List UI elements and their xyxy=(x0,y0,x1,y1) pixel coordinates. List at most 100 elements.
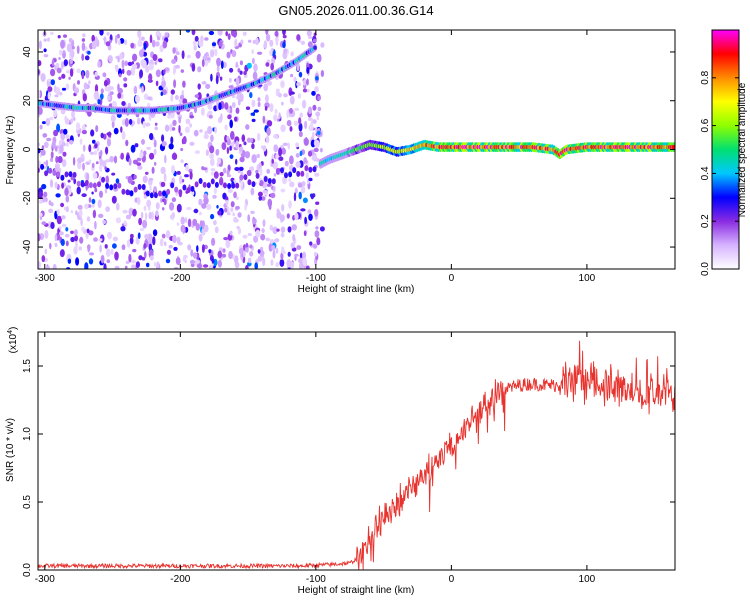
spectrogram-noise-mark xyxy=(191,30,196,36)
spectrogram-noise-mark xyxy=(288,178,291,183)
spectrogram-noise-mark xyxy=(284,160,289,167)
spectrogram-noise-mark xyxy=(251,154,257,164)
spectrogram-noise-mark xyxy=(144,233,150,240)
spectrogram-noise-mark xyxy=(210,134,214,143)
spectrogram-noise-mark xyxy=(319,226,325,232)
spectrogram-noise-mark xyxy=(182,136,187,145)
spectrogram-noise-mark xyxy=(54,242,58,248)
spectrogram-noise-mark xyxy=(184,217,188,223)
spectrogram-noise-mark xyxy=(280,226,286,233)
spectrogram-noise-mark xyxy=(221,253,227,258)
spectrogram-noise-mark xyxy=(294,187,298,194)
spectrogram-noise-mark xyxy=(104,244,108,249)
spectrogram-noise-mark xyxy=(96,146,100,152)
spectrogram-noise-mark xyxy=(131,264,136,269)
spectrogram-noise-mark xyxy=(172,67,176,75)
spectrogram-noise-mark xyxy=(162,40,168,49)
spectrogram-noise-mark xyxy=(121,68,125,75)
spectrogram-noise-mark xyxy=(68,140,74,145)
spectrogram-noise-mark xyxy=(130,233,134,239)
spectrogram-noise-mark xyxy=(306,30,312,37)
spectrogram-noise-mark xyxy=(154,41,160,47)
spectrogram-noise-mark xyxy=(190,249,194,257)
spectrogram-noise-mark xyxy=(215,75,219,85)
spectrogram-noise-mark xyxy=(257,101,261,108)
spectrogram-noise-mark xyxy=(212,194,217,199)
spectrogram-noise-mark xyxy=(293,120,299,127)
spectrogram-secondary-mark xyxy=(60,174,65,181)
spectrogram-noise-mark xyxy=(306,66,310,74)
spectrogram-noise-mark xyxy=(85,69,90,79)
spectrogram-noise-mark xyxy=(44,230,49,239)
spectrogram-noise-mark xyxy=(79,236,84,244)
spectrogram-noise-mark xyxy=(224,207,228,213)
spectrogram-noise-mark xyxy=(52,263,57,269)
spectrogram-noise-mark xyxy=(148,243,153,251)
spectrogram-secondary-mark xyxy=(137,183,142,190)
spectrogram-noise-mark xyxy=(286,259,292,268)
spectrogram-noise-mark xyxy=(185,164,189,172)
spectrogram-noise-mark xyxy=(127,102,131,108)
spectrogram-noise-mark xyxy=(161,79,167,88)
spectrogram-signal-mark xyxy=(671,144,675,150)
spectrogram-noise-mark xyxy=(273,173,277,177)
spectrogram-noise-mark xyxy=(312,119,317,124)
spectrogram-noise-mark xyxy=(78,209,83,217)
snr-panel: -300 -200 -100 0 100 0.0 0.5 1.0 1.5 Height of … xyxy=(5,327,676,596)
spectrogram-noise-mark xyxy=(49,242,52,250)
spectrogram-noise-mark xyxy=(112,243,117,249)
spectrogram-noise-mark xyxy=(281,246,285,254)
spectrogram-noise-mark xyxy=(308,177,313,182)
spectrogram-noise-mark xyxy=(123,220,127,226)
spectrogram-noise-mark xyxy=(197,83,201,90)
spectrogram-noise-mark xyxy=(116,202,120,211)
spectrogram-noise-mark xyxy=(218,41,223,47)
spectrogram-noise-mark xyxy=(130,259,136,264)
spectrogram-noise-mark xyxy=(303,230,307,237)
spectrogram-noise-mark xyxy=(127,175,133,184)
x-tick-label: -200 xyxy=(170,574,190,585)
spectrogram-noise-mark xyxy=(264,106,268,111)
colorbar-frame xyxy=(711,29,740,270)
spectrogram-noise-mark xyxy=(286,109,290,119)
spectrogram-noise-mark xyxy=(115,64,119,73)
spectrogram-noise-mark xyxy=(156,261,160,269)
spectrogram-noise-mark xyxy=(173,79,177,88)
figure-title: GN05.2026.011.00.36.G14 xyxy=(278,3,433,18)
spectrogram-noise-mark xyxy=(236,196,239,201)
spectrogram-noise-mark xyxy=(94,36,98,43)
spectrogram-noise-mark xyxy=(203,133,209,140)
spectrogram-noise-mark xyxy=(198,233,203,242)
x-tick-label: -200 xyxy=(170,273,190,284)
spectrogram-noise-mark xyxy=(53,109,58,118)
spectrogram-noise-mark xyxy=(244,203,247,211)
spectrogram-noise-mark xyxy=(138,217,143,226)
spectrogram-noise-mark xyxy=(213,171,219,179)
spectrogram-noise-mark xyxy=(251,49,254,55)
spectrogram-noise-mark xyxy=(279,214,285,222)
spectrogram-noise-mark xyxy=(216,65,220,72)
spectrogram-noise-mark xyxy=(317,96,322,101)
spectrogram-noise-mark xyxy=(139,49,144,58)
spectrogram-noise-mark xyxy=(144,212,148,221)
spectrogram-noise-mark xyxy=(237,68,241,73)
spectrogram-noise-mark xyxy=(246,137,252,143)
spectrogram-noise-mark xyxy=(142,219,148,229)
spectrogram-noise-mark xyxy=(277,92,282,98)
spectrogram-noise-mark xyxy=(68,76,71,80)
spectrogram-noise-mark xyxy=(61,87,67,91)
spectrogram-noise-mark xyxy=(132,53,138,62)
spectrogram-noise-mark xyxy=(84,262,89,269)
spectrogram-noise-mark xyxy=(41,195,46,203)
spectrogram-noise-mark xyxy=(104,166,107,171)
spectrogram-noise-mark xyxy=(197,66,202,73)
spectrogram-noise-mark xyxy=(202,55,208,60)
spectrogram-noise-mark xyxy=(179,175,183,185)
snr-y-ticks: 0.0 0.5 1.0 1.5 xyxy=(22,359,675,577)
spectrogram-noise-mark xyxy=(271,245,276,251)
spectrogram-noise-mark xyxy=(294,253,299,257)
spectrogram-noise-mark xyxy=(314,230,320,238)
spectrogram-noise-mark xyxy=(107,95,111,101)
spectrogram-noise-mark xyxy=(280,124,286,133)
spectrogram-noise-mark xyxy=(91,40,97,50)
